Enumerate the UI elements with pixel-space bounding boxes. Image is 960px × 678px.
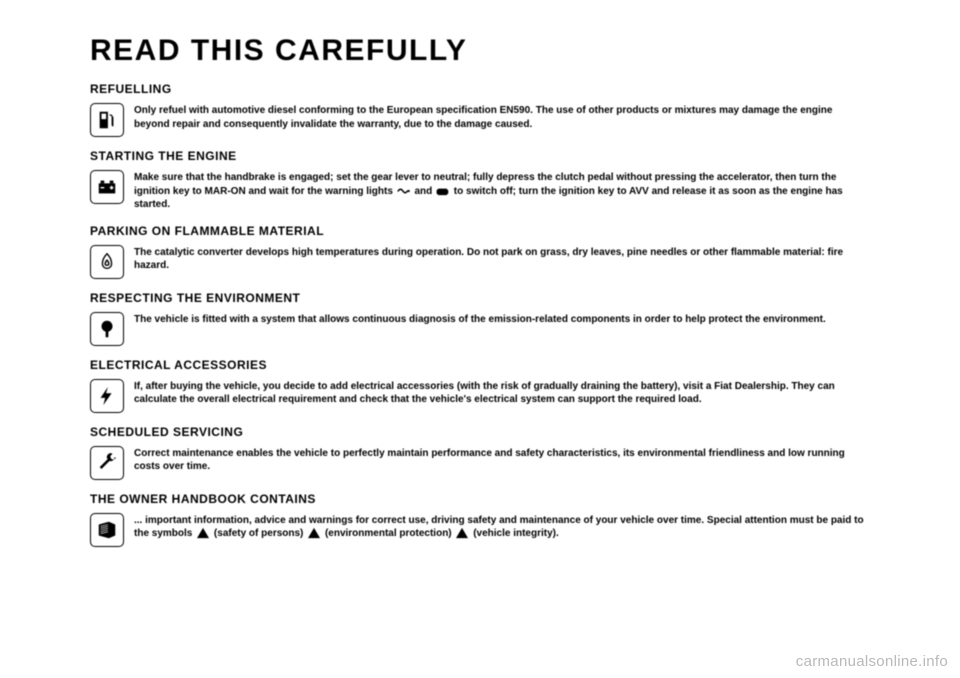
heading-refuelling: REFUELLING bbox=[90, 82, 870, 96]
triangle-environment-icon bbox=[307, 527, 321, 539]
text-parking: The catalytic converter develops high te… bbox=[134, 244, 870, 273]
label-safety: (safety of persons) bbox=[214, 528, 306, 539]
section-refuelling: REFUELLING Only refuel with automotive d… bbox=[90, 82, 870, 137]
section-parking: PARKING ON FLAMMABLE MATERIAL The cataly… bbox=[90, 224, 870, 279]
body-handbook: ... important information, advice and wa… bbox=[90, 512, 870, 547]
heading-electrical: ELECTRICAL ACCESSORIES bbox=[90, 358, 870, 372]
heading-parking: PARKING ON FLAMMABLE MATERIAL bbox=[90, 224, 870, 238]
body-environment: The vehicle is fitted with a system that… bbox=[90, 311, 870, 346]
section-servicing: SCHEDULED SERVICING Correct maintenance … bbox=[90, 425, 870, 480]
text-starting-b: and bbox=[414, 186, 435, 197]
section-environment: RESPECTING THE ENVIRONMENT The vehicle i… bbox=[90, 291, 870, 346]
book-icon bbox=[90, 513, 124, 547]
body-parking: The catalytic converter develops high te… bbox=[90, 244, 870, 279]
battery-icon bbox=[90, 170, 124, 204]
page-title: READ THIS CAREFULLY bbox=[90, 34, 870, 68]
glow-plug-warning-icon bbox=[397, 185, 411, 197]
text-electrical: If, after buying the vehicle, you decide… bbox=[134, 378, 870, 407]
flammable-icon bbox=[90, 245, 124, 279]
heading-servicing: SCHEDULED SERVICING bbox=[90, 425, 870, 439]
section-starting: STARTING THE ENGINE Make sure that the h… bbox=[90, 149, 870, 212]
engine-warning-icon bbox=[436, 185, 450, 197]
triangle-safety-icon bbox=[196, 527, 210, 539]
heading-starting: STARTING THE ENGINE bbox=[90, 149, 870, 163]
section-electrical: ELECTRICAL ACCESSORIES If, after buying … bbox=[90, 358, 870, 413]
watermark: carmanualsonline.info bbox=[796, 653, 948, 670]
text-environment: The vehicle is fitted with a system that… bbox=[134, 311, 826, 327]
text-handbook: ... important information, advice and wa… bbox=[134, 512, 870, 541]
heading-handbook: THE OWNER HANDBOOK CONTAINS bbox=[90, 492, 870, 506]
fuel-pump-icon bbox=[90, 103, 124, 137]
triangle-integrity-icon bbox=[455, 527, 469, 539]
text-servicing: Correct maintenance enables the vehicle … bbox=[134, 445, 870, 474]
body-electrical: If, after buying the vehicle, you decide… bbox=[90, 378, 870, 413]
text-starting: Make sure that the handbrake is engaged;… bbox=[134, 169, 870, 212]
heading-environment: RESPECTING THE ENVIRONMENT bbox=[90, 291, 870, 305]
tree-icon bbox=[90, 312, 124, 346]
label-integrity: (vehicle integrity). bbox=[473, 528, 559, 539]
lightning-icon bbox=[90, 379, 124, 413]
body-servicing: Correct maintenance enables the vehicle … bbox=[90, 445, 870, 480]
page-content: READ THIS CAREFULLY REFUELLING Only refu… bbox=[0, 0, 960, 547]
section-handbook: THE OWNER HANDBOOK CONTAINS ... importan… bbox=[90, 492, 870, 547]
text-refuelling: Only refuel with automotive diesel confo… bbox=[134, 102, 870, 131]
wrench-icon bbox=[90, 446, 124, 480]
body-refuelling: Only refuel with automotive diesel confo… bbox=[90, 102, 870, 137]
label-env: (environmental protection) bbox=[325, 528, 454, 539]
body-starting: Make sure that the handbrake is engaged;… bbox=[90, 169, 870, 212]
